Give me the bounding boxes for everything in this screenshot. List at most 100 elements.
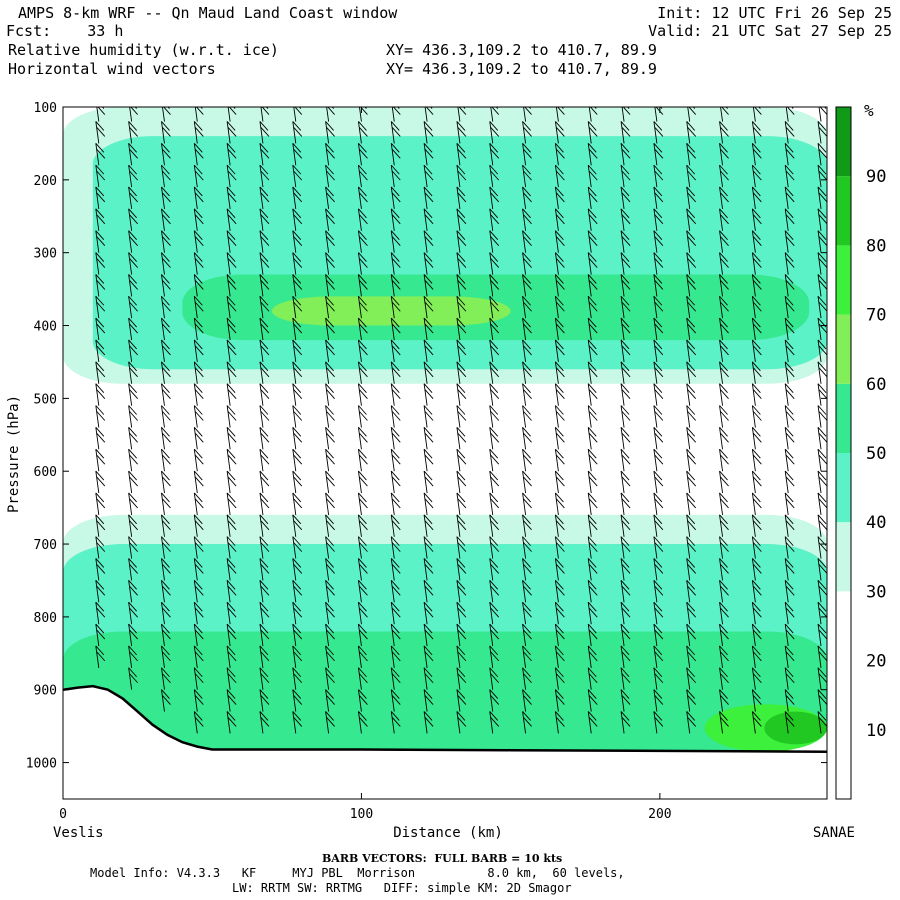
barb-flag <box>260 520 270 531</box>
barb-flag <box>687 607 697 618</box>
barb-staff <box>95 405 100 428</box>
barb-flag <box>556 629 565 640</box>
barb-staff <box>292 186 297 210</box>
wind-barb <box>357 580 368 603</box>
barb-flag <box>620 295 630 306</box>
barb-flag <box>785 673 795 684</box>
wind-barb <box>357 711 368 734</box>
wind-barb <box>554 186 565 210</box>
barb-flag <box>128 317 137 328</box>
barb-flag <box>423 252 433 262</box>
barb-staff <box>358 107 362 122</box>
wind-barb <box>522 142 532 166</box>
wind-barb <box>325 121 335 144</box>
barb-staff <box>456 121 461 144</box>
barb-flag <box>818 520 827 531</box>
barb-staff <box>686 711 691 734</box>
barb-flag <box>490 367 500 378</box>
x-left-endpoint-label: Veslis <box>53 825 104 841</box>
barb-staff <box>719 689 723 712</box>
wind-barb <box>292 645 303 668</box>
wind-barb <box>719 601 729 625</box>
barb-staff <box>489 623 494 647</box>
wind-barb <box>292 536 303 559</box>
barb-flag <box>226 580 236 590</box>
wind-barb <box>686 339 697 363</box>
barb-flag <box>588 673 598 684</box>
barb-staff <box>193 645 198 668</box>
barb-staff <box>489 405 494 428</box>
wind-barb <box>751 339 762 363</box>
wind-barb <box>653 361 664 384</box>
barb-staff <box>456 318 461 341</box>
barb-flag <box>523 411 532 421</box>
barb-flag <box>784 164 794 175</box>
wind-barb <box>554 623 565 647</box>
barb-staff <box>489 427 494 450</box>
barb-flag <box>359 170 368 181</box>
wind-barb <box>226 252 237 275</box>
barb-staff <box>357 558 362 581</box>
wind-barb <box>128 470 138 494</box>
barb-staff <box>751 318 756 341</box>
barb-flag <box>490 520 500 531</box>
barb-staff <box>193 405 198 428</box>
wind-barb <box>193 383 204 406</box>
barb-flag <box>96 192 106 203</box>
wind-barb <box>226 623 237 647</box>
barb-staff <box>226 449 231 472</box>
barb-staff <box>423 405 428 428</box>
barb-flag <box>326 498 335 509</box>
barb-staff <box>457 107 461 122</box>
barb-staff <box>95 143 100 166</box>
wind-barb <box>193 492 204 515</box>
barb-flag <box>161 383 170 393</box>
barb-flag <box>720 389 729 399</box>
barb-flag <box>162 389 171 399</box>
barb-flag <box>95 274 105 284</box>
barb-flag <box>719 558 728 568</box>
wind-barb <box>686 536 697 559</box>
barb-flag <box>752 667 761 678</box>
barb-flag <box>293 148 303 159</box>
wind-barb <box>751 121 762 144</box>
barb-staff <box>129 107 133 122</box>
barb-staff <box>522 274 527 297</box>
barb-flag <box>523 170 532 181</box>
barb-flag <box>128 142 137 153</box>
barb-staff <box>325 186 330 210</box>
wind-barb <box>620 208 631 231</box>
barb-flag <box>686 448 696 459</box>
barb-staff <box>390 514 395 537</box>
wind-barb <box>390 470 401 494</box>
barb-flag <box>193 514 203 525</box>
barb-flag <box>194 607 204 618</box>
wind-barb <box>751 142 762 166</box>
barb-flag <box>752 558 761 568</box>
barb-staff <box>522 208 527 231</box>
wind-barb <box>719 448 729 472</box>
barb-staff <box>456 405 461 428</box>
barb-flag <box>752 536 761 546</box>
barb-staff <box>653 230 658 253</box>
wind-barb <box>653 164 664 188</box>
wind-barb <box>686 470 697 494</box>
barb-staff <box>719 667 723 690</box>
barb-staff <box>554 318 559 341</box>
wind-barb <box>128 208 138 231</box>
barb-staff <box>554 623 559 647</box>
barb-staff <box>193 471 198 494</box>
barb-staff <box>653 121 658 144</box>
barb-flag <box>817 689 827 699</box>
wind-barb <box>128 514 138 537</box>
wind-barb <box>259 601 270 625</box>
barb-flag <box>818 607 827 618</box>
barb-flag <box>391 301 401 312</box>
barb-staff <box>161 208 165 231</box>
barb-flag <box>620 339 630 350</box>
barb-flag <box>785 170 795 181</box>
wind-barb <box>128 623 138 647</box>
barb-flag <box>226 164 236 175</box>
barb-staff <box>292 427 297 450</box>
barb-staff <box>128 361 133 384</box>
